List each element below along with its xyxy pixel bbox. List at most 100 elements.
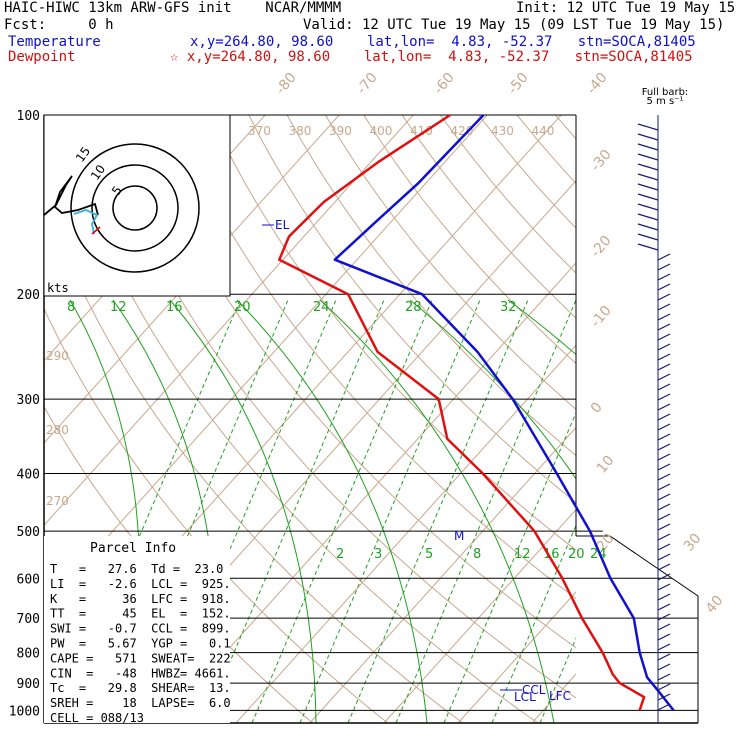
dry-adiabat-line bbox=[209, 115, 576, 551]
parcel-info-row: TT = 45 EL = 152. bbox=[50, 607, 231, 621]
isotherm-label: -60 bbox=[431, 70, 458, 98]
isotherm-line bbox=[309, 426, 576, 723]
isotherm-line bbox=[606, 115, 740, 723]
wind-barb bbox=[657, 443, 671, 451]
dry-adiabat-line bbox=[594, 115, 740, 723]
wind-barb bbox=[657, 563, 671, 571]
mixing-ratio-line bbox=[588, 300, 740, 723]
theta-label: 430 bbox=[491, 124, 514, 138]
theta-label: 440 bbox=[532, 124, 555, 138]
series-dewpoint-line bbox=[278, 113, 646, 711]
hodograph-trace-surface bbox=[91, 226, 101, 235]
el-label: EL bbox=[275, 218, 290, 232]
wind-barb bbox=[637, 213, 659, 221]
pressure-tick-label: 800 bbox=[17, 647, 40, 662]
wind-barb bbox=[657, 623, 671, 631]
pressure-tick-label: 600 bbox=[17, 572, 40, 587]
wind-barb bbox=[637, 163, 659, 171]
moist-adiabat-line bbox=[409, 299, 576, 480]
wind-barb bbox=[657, 403, 671, 411]
wind-barb bbox=[657, 343, 671, 351]
mixing-ratio-label: 32 bbox=[500, 300, 517, 315]
moist-adiabat-line bbox=[507, 299, 576, 356]
parcel-info-row: CAPE = 571 SWEAT= 222 bbox=[50, 651, 231, 665]
dry-adiabat-line bbox=[670, 115, 740, 723]
moist-adiabat-line bbox=[236, 299, 428, 723]
isotherm-line bbox=[457, 591, 576, 723]
wind-barb bbox=[657, 473, 671, 481]
theta-label: 380 bbox=[289, 124, 312, 138]
theta-side-label: 270 bbox=[46, 494, 69, 508]
isotherm-label: -20 bbox=[588, 233, 615, 261]
wind-barb bbox=[657, 693, 671, 701]
parcel-info-row: CELL = 088/13 bbox=[50, 711, 144, 725]
parcel-info-row: SWI = -0.7 CCL = 899. bbox=[50, 622, 231, 636]
wind-barb bbox=[657, 303, 671, 311]
mixing-ratio-low-label: 2 bbox=[336, 547, 344, 562]
wind-barb bbox=[657, 333, 671, 341]
theta-label: 400 bbox=[370, 124, 393, 138]
moist-adiabat-line bbox=[169, 299, 317, 723]
isotherm-line bbox=[44, 115, 340, 444]
mixing-ratio-line bbox=[684, 300, 740, 723]
dry-adiabat-line bbox=[171, 115, 576, 600]
wind-barb bbox=[657, 703, 671, 711]
isotherm-label: -50 bbox=[505, 70, 532, 98]
wind-barb bbox=[657, 373, 671, 381]
mixing-ratio-lines bbox=[59, 299, 740, 723]
hodograph-ring bbox=[112, 185, 158, 231]
barb-legend-title: Full barb: bbox=[642, 87, 689, 98]
pressure-tick-label: 1000 bbox=[9, 704, 40, 719]
isotherm-line bbox=[235, 344, 576, 723]
parcel-info-box: Parcel Info T = 27.6 Td = 23.0LI = -2.6 L… bbox=[44, 536, 231, 725]
wind-barb bbox=[637, 233, 659, 241]
dry-adiabat-line bbox=[286, 115, 576, 457]
wind-barb bbox=[637, 143, 659, 151]
wind-barb bbox=[657, 423, 671, 431]
wind-barb bbox=[637, 203, 659, 211]
pressure-tick-label: 700 bbox=[17, 612, 40, 627]
pressure-tick-label: 400 bbox=[17, 467, 40, 482]
wind-barb bbox=[657, 553, 671, 561]
pressure-tick-label: 200 bbox=[17, 288, 40, 303]
wind-barb bbox=[657, 583, 671, 591]
mixing-ratio-line bbox=[636, 300, 740, 723]
isotherm-line bbox=[44, 115, 488, 609]
wind-barb bbox=[657, 323, 671, 331]
wind-barb bbox=[637, 133, 659, 141]
wind-barb bbox=[657, 603, 671, 611]
dry-adiabat-line bbox=[44, 197, 464, 723]
wind-barb bbox=[657, 593, 671, 601]
wind-barb bbox=[657, 663, 671, 671]
parcel-info-row: K = 36 LFC = 918. bbox=[50, 592, 231, 606]
pressure-tick-label: 100 bbox=[17, 109, 40, 124]
hodograph-ring bbox=[91, 164, 179, 252]
wind-barb bbox=[657, 653, 671, 661]
pressure-tick-label: 900 bbox=[17, 677, 40, 692]
dry-adiabat-line bbox=[709, 115, 740, 723]
wind-barb bbox=[657, 493, 671, 501]
isotherm-line bbox=[680, 115, 740, 723]
wind-barb bbox=[637, 183, 659, 191]
isotherm-label: -80 bbox=[273, 70, 300, 98]
hodograph-ring bbox=[70, 143, 200, 273]
dewpoint-legend: Dewpoint bbox=[8, 49, 76, 65]
wind-barb bbox=[657, 523, 671, 531]
init-time: Init: 12 UTC Tue 19 May 15 bbox=[516, 0, 736, 16]
dry-adiabat-line bbox=[324, 115, 576, 410]
wind-barb bbox=[657, 383, 671, 391]
dry-adiabat-line bbox=[248, 115, 576, 504]
lfc-label: LFC bbox=[549, 689, 571, 703]
hodograph-trace bbox=[43, 175, 99, 216]
wind-barb bbox=[657, 413, 671, 421]
m-label: M bbox=[454, 529, 464, 543]
parcel-info-background bbox=[44, 536, 230, 723]
wind-barb bbox=[637, 153, 659, 161]
wind-barb bbox=[657, 633, 671, 641]
mixing-ratio-label: 20 bbox=[234, 300, 251, 315]
wind-barb bbox=[657, 503, 671, 511]
mixing-ratio-low-label: 12 bbox=[514, 547, 531, 562]
wind-barb bbox=[657, 273, 671, 281]
theta-label: 410 bbox=[410, 124, 433, 138]
